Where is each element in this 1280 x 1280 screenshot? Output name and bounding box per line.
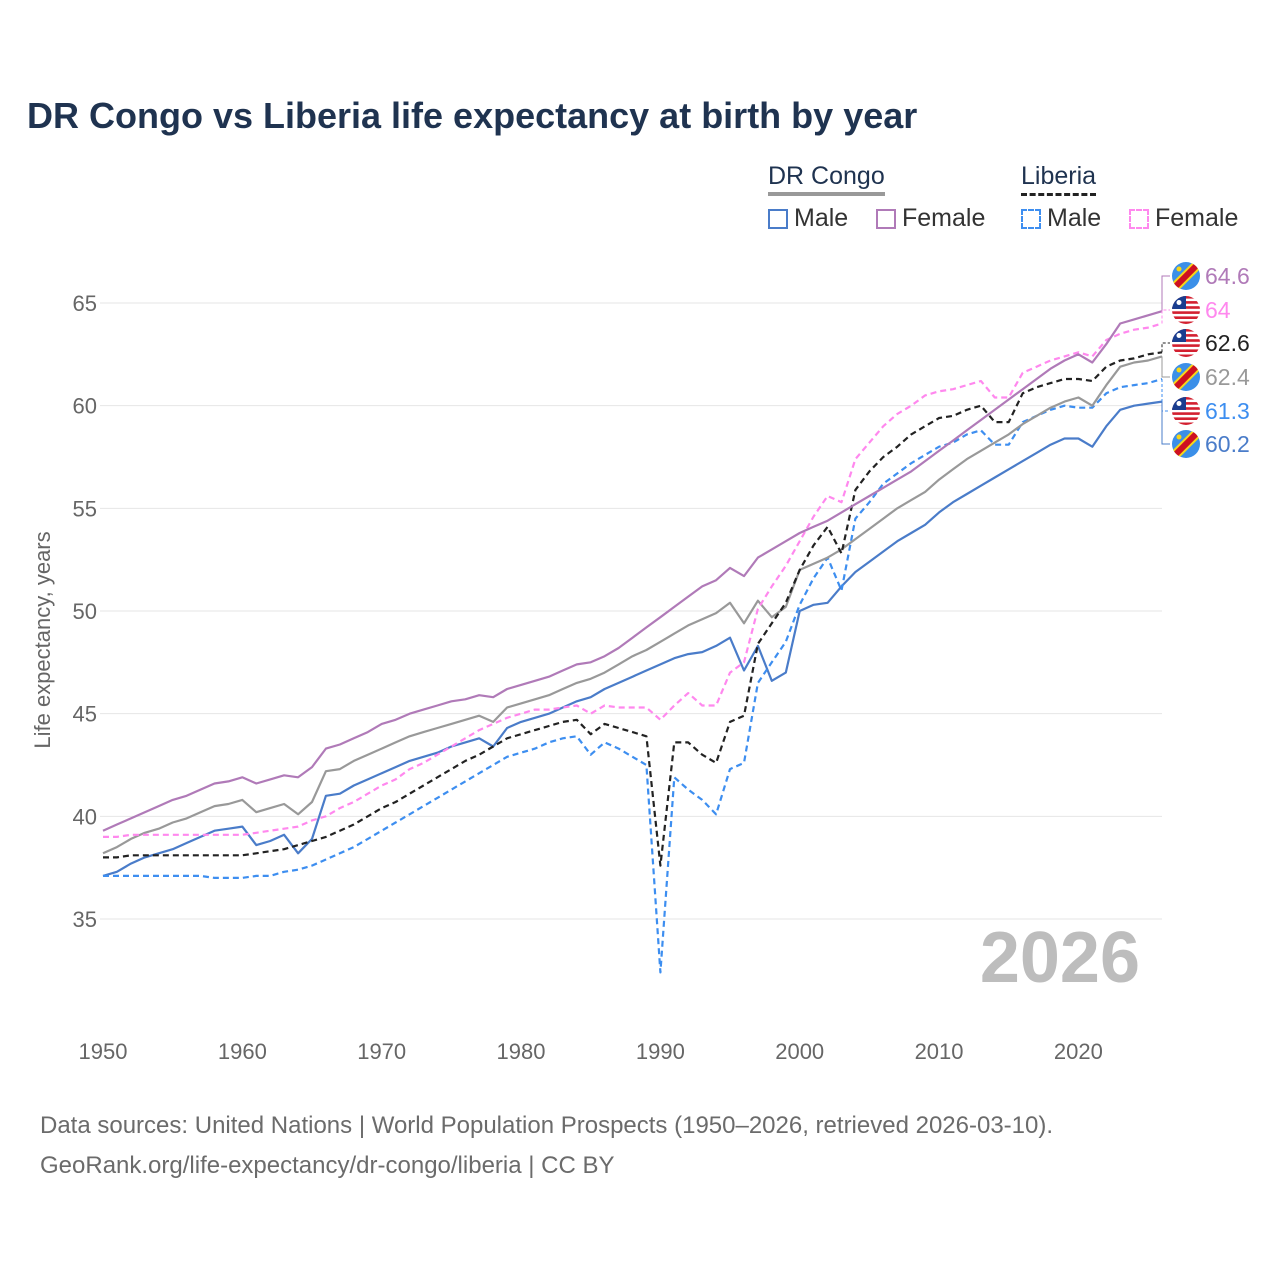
label-connector [1161,378,1170,412]
x-tick-label: 2000 [775,1039,824,1064]
label-connector [1161,342,1170,353]
label-connector [1161,401,1170,445]
dr-congo-flag-icon [1172,262,1200,290]
y-axis-label: Life expectancy, years [30,531,55,748]
year-watermark: 2026 [980,918,1140,998]
series-line-liberia-female [103,322,1163,839]
y-tick-label: 40 [73,804,97,829]
end-value-label: 64 [1205,297,1231,323]
series-line-liberia-male [103,377,1163,974]
x-tick-label: 1970 [357,1039,406,1064]
legend-drc-total-swatch [768,192,885,196]
x-tick-label: 1950 [79,1039,128,1064]
label-connector [1161,356,1170,378]
y-tick-label: 60 [73,394,97,419]
liberia-flag-icon [1172,296,1200,324]
series-line-liberia-total [103,351,1163,867]
legend-swatch [1021,208,1041,229]
legend-item-liberia-female[interactable]: Female [1129,204,1238,233]
series-line-dr-congo-male [102,400,1163,877]
y-tick-label: 65 [73,291,97,316]
chart-title: DR Congo vs Liberia life expectancy at b… [27,95,918,136]
end-value-label: 61.3 [1205,398,1250,424]
legend-group-label: DR Congo [768,162,885,190]
x-tick-label: 2010 [915,1039,964,1064]
label-connector [1161,275,1170,312]
end-value-label: 62.6 [1205,330,1250,356]
series-line-dr-congo-female [102,310,1163,832]
x-tick-label: 2020 [1054,1039,1103,1064]
legend-swatch [876,208,896,229]
y-tick-label: 45 [73,702,97,727]
liberia-flag-icon [1172,329,1200,357]
x-tick-label: 1980 [497,1039,546,1064]
source-link[interactable]: GeoRank.org/life-expectancy/dr-congo/lib… [40,1152,615,1179]
dr-congo-flag-icon [1172,363,1200,391]
end-value-label: 60.2 [1205,431,1250,457]
end-value-label: 62.4 [1205,364,1250,390]
legend-liberia-total-swatch [1021,193,1097,196]
legend-swatch [1129,208,1149,229]
legend-item-drc-female[interactable]: Female [876,204,985,233]
footer: Data sources: United Nations | World Pop… [40,1106,1053,1186]
legend-item-drc-male[interactable]: Male [768,204,848,233]
y-tick-label: 35 [73,907,97,932]
y-tick-label: 55 [73,496,97,521]
legend-swatch [768,208,788,229]
legend-group-label: Liberia [1021,162,1097,190]
legend-label: Female [1155,204,1239,232]
series-line-dr-congo-total [102,355,1163,855]
label-connector [1161,309,1170,324]
data-source-note: Data sources: United Nations | World Pop… [40,1112,1054,1139]
legend-label: Male [1047,204,1102,232]
liberia-flag-icon [1172,397,1200,425]
dr-congo-flag-icon [1172,430,1200,458]
legend-item-liberia-male[interactable]: Male [1021,204,1101,233]
legend-label: Female [902,204,986,232]
legend-label: Male [794,204,849,232]
x-tick-label: 1990 [636,1039,685,1064]
end-value-label: 64.6 [1205,263,1250,289]
legend-group-drc: DR Congo [768,162,885,196]
x-tick-label: 1960 [218,1039,267,1064]
y-tick-label: 50 [73,599,97,624]
legend-group-liberia: Liberia [1021,162,1097,196]
